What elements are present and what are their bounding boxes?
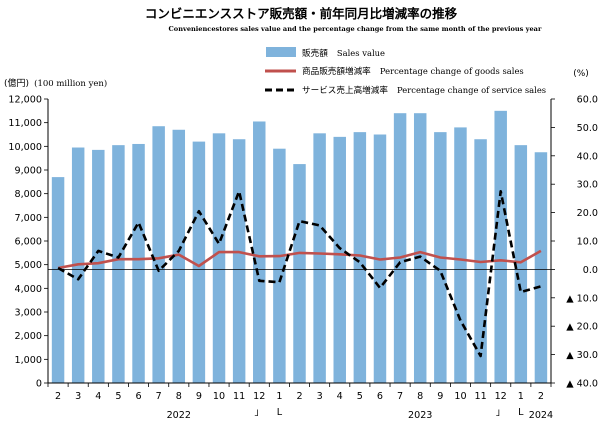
x-tick-label: 5 <box>357 391 363 402</box>
bar <box>293 164 306 383</box>
x-tick-label: 6 <box>377 391 383 402</box>
left-tick-label: 3,000 <box>15 308 42 319</box>
right-tick-label: 30.0 <box>577 180 598 191</box>
x-tick-label: 8 <box>176 391 182 402</box>
left-tick-label: 7,000 <box>15 213 42 224</box>
left-tick-label: 8,000 <box>15 189 42 200</box>
x-tick-label: 4 <box>95 391 101 402</box>
right-tick-label: ▲ 20.0 <box>566 322 598 333</box>
left-tick-label: 6,000 <box>15 237 42 248</box>
x-tick-label: 3 <box>75 391 81 402</box>
bar <box>454 127 467 384</box>
bar <box>172 129 186 383</box>
bar <box>494 110 507 383</box>
right-tick-label: ▲ 30.0 <box>566 350 598 361</box>
x-tick-label: 8 <box>417 391 423 402</box>
bar <box>152 126 165 383</box>
x-tick-label: 6 <box>135 391 141 402</box>
x-year-label: 2024 <box>529 410 553 421</box>
chart-subtitle: Conveniencestores sales value and the pe… <box>169 25 542 33</box>
bar <box>353 132 367 383</box>
right-tick-label: 0.0 <box>583 265 598 276</box>
x-year-label: 2022 <box>167 410 191 421</box>
left-tick-label: 5,000 <box>15 260 42 271</box>
bar <box>92 149 105 383</box>
year-break-mark: L <box>518 407 524 418</box>
legend-label-service: サービス売上高増減率 Percentage change of service … <box>302 78 546 97</box>
goods-change-line <box>57 249 542 270</box>
right-tick-label: 40.0 <box>577 151 598 162</box>
legend: 販売額 Sales value 商品販売額増減率 Percentage chan… <box>265 41 546 97</box>
x-tick-label: 1 <box>518 391 524 402</box>
left-tick-label: 9,000 <box>15 166 42 177</box>
chart-title: コンビニエンスストア販売額・前年同月比増減率の推移 <box>145 6 458 21</box>
bar <box>273 148 286 383</box>
plot-area: 0 1,000 2,000 3,000 4,000 5,000 6,000 7,000 8,00… <box>8 95 598 422</box>
bar <box>393 113 407 383</box>
bar <box>313 133 326 383</box>
left-tick-label: 4,000 <box>15 284 42 295</box>
x-tick-label: 12 <box>253 391 265 402</box>
right-tick-label: 60.0 <box>577 95 598 106</box>
x-tick-label: 2 <box>296 391 302 402</box>
left-tick-label: 2,000 <box>15 331 42 342</box>
right-tick-label: 20.0 <box>577 208 598 219</box>
right-tick-label: ▲ 10.0 <box>566 293 598 304</box>
legend-label-sales: 販売額 Sales value <box>302 41 385 60</box>
left-tick-label: 10,000 <box>8 142 42 153</box>
left-tick-label: 11,000 <box>8 118 42 129</box>
left-tick-label: 1,000 <box>15 355 42 366</box>
right-tick-label: 10.0 <box>577 237 598 248</box>
bar <box>413 113 427 383</box>
x-tick-label: 2 <box>538 391 544 402</box>
bar <box>333 136 346 383</box>
bar <box>132 143 145 383</box>
bar <box>534 152 548 383</box>
year-break-mark: 」 <box>254 407 264 418</box>
x-tick-label: 10 <box>213 391 225 402</box>
legend-label-goods: 商品販売額増減率 Percentage change of goods sale… <box>302 59 524 78</box>
right-tick-label: 50.0 <box>577 123 598 134</box>
left-axis-unit: (億円) (100 million yen) <box>4 71 107 90</box>
legend-swatch-sales <box>266 47 296 57</box>
year-break-mark: L <box>277 407 283 418</box>
x-tick-label: 2 <box>55 391 61 402</box>
bar <box>112 145 125 383</box>
x-tick-label: 1 <box>276 391 282 402</box>
x-tick-label: 3 <box>317 391 323 402</box>
x-tick-label: 10 <box>454 391 466 402</box>
x-tick-label: 7 <box>156 391 162 402</box>
x-tick-label: 5 <box>115 391 121 402</box>
x-tick-label: 4 <box>337 391 343 402</box>
x-tick-label: 9 <box>196 391 202 402</box>
bar <box>192 141 206 383</box>
x-tick-label: 7 <box>397 391 403 402</box>
bar <box>253 121 266 383</box>
x-tick-label: 9 <box>437 391 443 402</box>
x-tick-label: 12 <box>495 391 507 402</box>
bar <box>232 139 246 383</box>
right-tick-label: ▲ 40.0 <box>566 379 598 390</box>
x-year-label: 2023 <box>408 410 432 421</box>
bar <box>51 177 65 383</box>
right-axis-unit: (%) <box>573 69 589 79</box>
x-tick-label: 11 <box>233 391 245 402</box>
left-tick-label: 0 <box>36 379 42 390</box>
left-tick-label: 12,000 <box>8 95 42 106</box>
x-tick-label: 11 <box>474 391 486 402</box>
bar <box>212 133 226 383</box>
year-break-mark: 」 <box>496 407 506 418</box>
bar <box>514 145 528 383</box>
